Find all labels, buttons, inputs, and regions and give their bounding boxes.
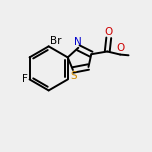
Text: N: N xyxy=(74,36,81,47)
Text: O: O xyxy=(105,27,113,37)
Text: S: S xyxy=(70,71,76,81)
Text: O: O xyxy=(116,43,125,53)
Text: F: F xyxy=(22,74,28,84)
Text: Br: Br xyxy=(50,36,61,46)
